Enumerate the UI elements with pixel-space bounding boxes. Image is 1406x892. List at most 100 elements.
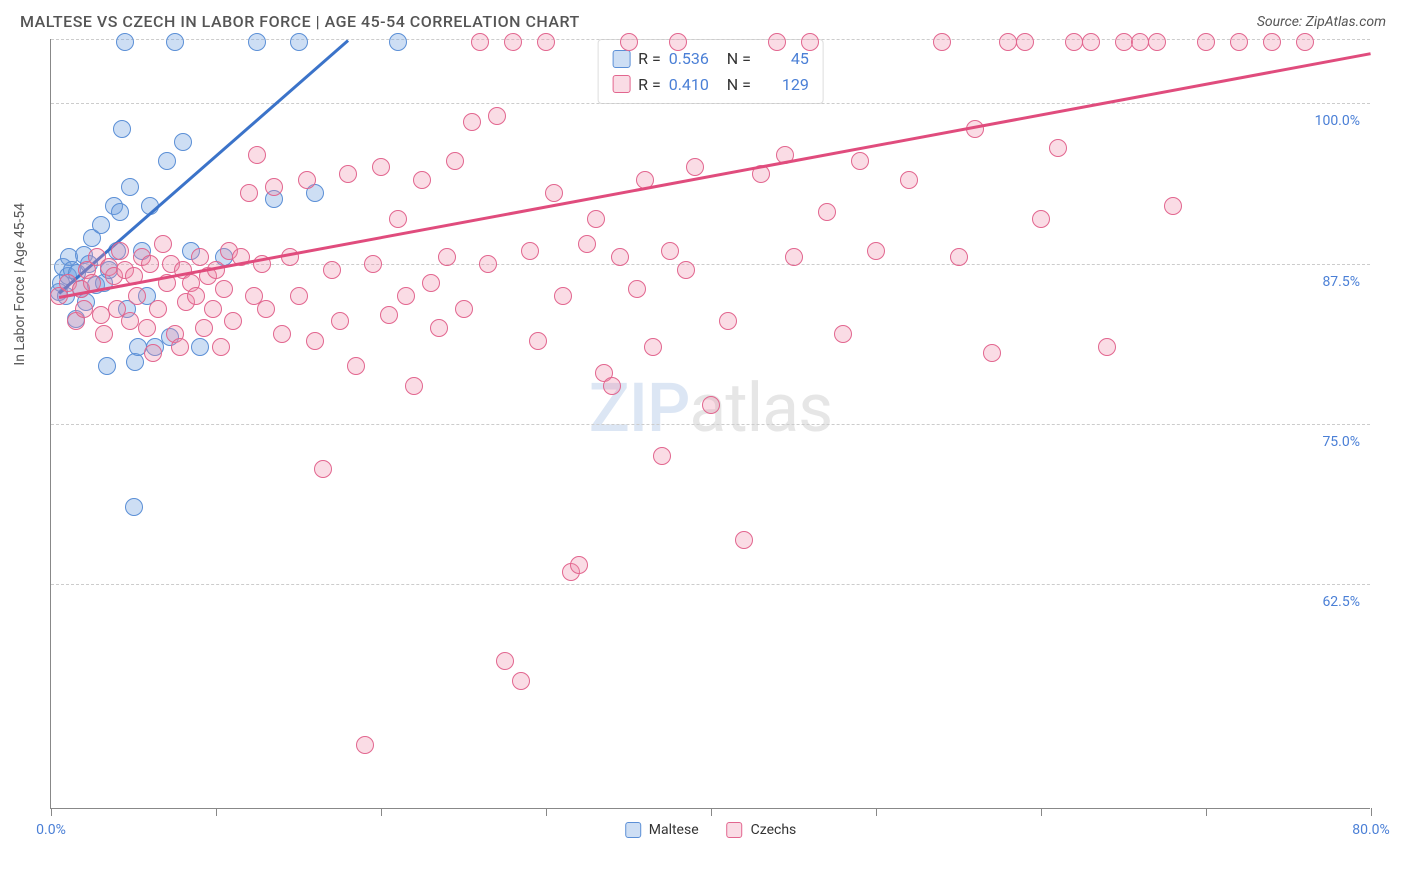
scatter-point-czechs <box>554 287 572 305</box>
scatter-point-czechs <box>372 158 390 176</box>
scatter-point-czechs <box>834 325 852 343</box>
scatter-point-maltese <box>248 33 266 51</box>
legend-label-czechs: Czechs <box>751 822 797 838</box>
scatter-point-czechs <box>290 287 308 305</box>
x-tick-mark <box>711 808 712 816</box>
stats-row-czechs: R = 0.410 N = 129 <box>612 72 809 98</box>
stats-r-czechs: 0.410 <box>669 72 719 98</box>
scatter-point-czechs <box>1164 197 1182 215</box>
scatter-point-maltese <box>158 152 176 170</box>
scatter-point-czechs <box>397 287 415 305</box>
scatter-point-czechs <box>933 33 951 51</box>
scatter-point-czechs <box>570 556 588 574</box>
scatter-point-czechs <box>644 338 662 356</box>
scatter-point-czechs <box>768 33 786 51</box>
y-tick-label: 100.0% <box>1315 113 1360 129</box>
scatter-point-czechs <box>306 332 324 350</box>
scatter-point-czechs <box>138 319 156 337</box>
scatter-point-czechs <box>620 33 638 51</box>
chart-source: Source: ZipAtlas.com <box>1257 14 1386 30</box>
x-tick-mark <box>381 808 382 816</box>
scatter-point-czechs <box>347 357 365 375</box>
scatter-point-maltese <box>191 338 209 356</box>
scatter-point-czechs <box>455 300 473 318</box>
x-tick-label: 0.0% <box>36 822 66 838</box>
scatter-point-czechs <box>212 338 230 356</box>
scatter-point-czechs <box>983 344 1001 362</box>
scatter-point-czechs <box>479 255 497 273</box>
gridline <box>51 584 1370 585</box>
legend-swatch-czechs <box>727 822 743 838</box>
scatter-point-czechs <box>504 33 522 51</box>
scatter-point-czechs <box>496 652 514 670</box>
scatter-point-czechs <box>851 152 869 170</box>
scatter-point-maltese <box>121 178 139 196</box>
x-tick-mark <box>51 808 52 816</box>
scatter-point-czechs <box>545 184 563 202</box>
y-axis-label: In Labor Force | Age 45-54 <box>12 203 28 366</box>
scatter-point-czechs <box>661 242 679 260</box>
scatter-point-czechs <box>603 377 621 395</box>
scatter-point-czechs <box>141 255 159 273</box>
scatter-point-czechs <box>215 280 233 298</box>
scatter-point-czechs <box>111 242 129 260</box>
scatter-point-czechs <box>265 178 283 196</box>
scatter-point-czechs <box>413 171 431 189</box>
scatter-point-czechs <box>628 280 646 298</box>
scatter-point-czechs <box>273 325 291 343</box>
scatter-point-czechs <box>331 312 349 330</box>
scatter-point-czechs <box>356 736 374 754</box>
legend-label-maltese: Maltese <box>649 822 699 838</box>
scatter-point-czechs <box>149 300 167 318</box>
scatter-point-maltese <box>116 33 134 51</box>
x-tick-mark <box>1206 808 1207 816</box>
scatter-point-czechs <box>1049 139 1067 157</box>
plot-area: ZIPatlas R = 0.536 N = 45 R = 0.410 N = … <box>50 39 1370 809</box>
x-tick-mark <box>876 808 877 816</box>
x-tick-mark <box>1041 808 1042 816</box>
scatter-point-czechs <box>677 261 695 279</box>
scatter-point-maltese <box>125 498 143 516</box>
scatter-point-czechs <box>1197 33 1215 51</box>
stats-r-label: R = <box>638 46 661 72</box>
scatter-point-czechs <box>380 306 398 324</box>
scatter-point-czechs <box>1115 33 1133 51</box>
scatter-point-czechs <box>314 460 332 478</box>
scatter-point-czechs <box>702 396 720 414</box>
scatter-point-czechs <box>521 242 539 260</box>
scatter-point-czechs <box>463 113 481 131</box>
scatter-point-maltese <box>111 203 129 221</box>
scatter-point-czechs <box>801 33 819 51</box>
scatter-point-czechs <box>1263 33 1281 51</box>
scatter-point-czechs <box>1148 33 1166 51</box>
scatter-point-czechs <box>1131 33 1149 51</box>
scatter-point-czechs <box>785 248 803 266</box>
x-tick-mark <box>216 808 217 816</box>
scatter-point-czechs <box>364 255 382 273</box>
scatter-point-czechs <box>1032 210 1050 228</box>
scatter-point-czechs <box>669 33 687 51</box>
scatter-point-czechs <box>187 287 205 305</box>
scatter-point-czechs <box>144 344 162 362</box>
scatter-point-czechs <box>95 325 113 343</box>
legend-swatch-maltese <box>625 822 641 838</box>
scatter-point-czechs <box>719 312 737 330</box>
y-tick-label: 62.5% <box>1322 594 1360 610</box>
scatter-point-czechs <box>537 33 555 51</box>
scatter-point-maltese <box>126 353 144 371</box>
scatter-point-czechs <box>1082 33 1100 51</box>
scatter-point-czechs <box>339 165 357 183</box>
scatter-point-czechs <box>154 235 172 253</box>
stats-swatch-czechs <box>612 75 630 93</box>
x-tick-label: 80.0% <box>1352 822 1390 838</box>
scatter-point-czechs <box>75 300 93 318</box>
scatter-point-czechs <box>224 312 242 330</box>
scatter-point-maltese <box>92 216 110 234</box>
scatter-point-czechs <box>323 261 341 279</box>
scatter-point-czechs <box>446 152 464 170</box>
legend-item-czechs: Czechs <box>727 822 797 838</box>
stats-n-maltese: 45 <box>759 46 809 72</box>
scatter-point-czechs <box>438 248 456 266</box>
scatter-point-maltese <box>98 357 116 375</box>
stats-n-czechs: 129 <box>759 72 809 98</box>
